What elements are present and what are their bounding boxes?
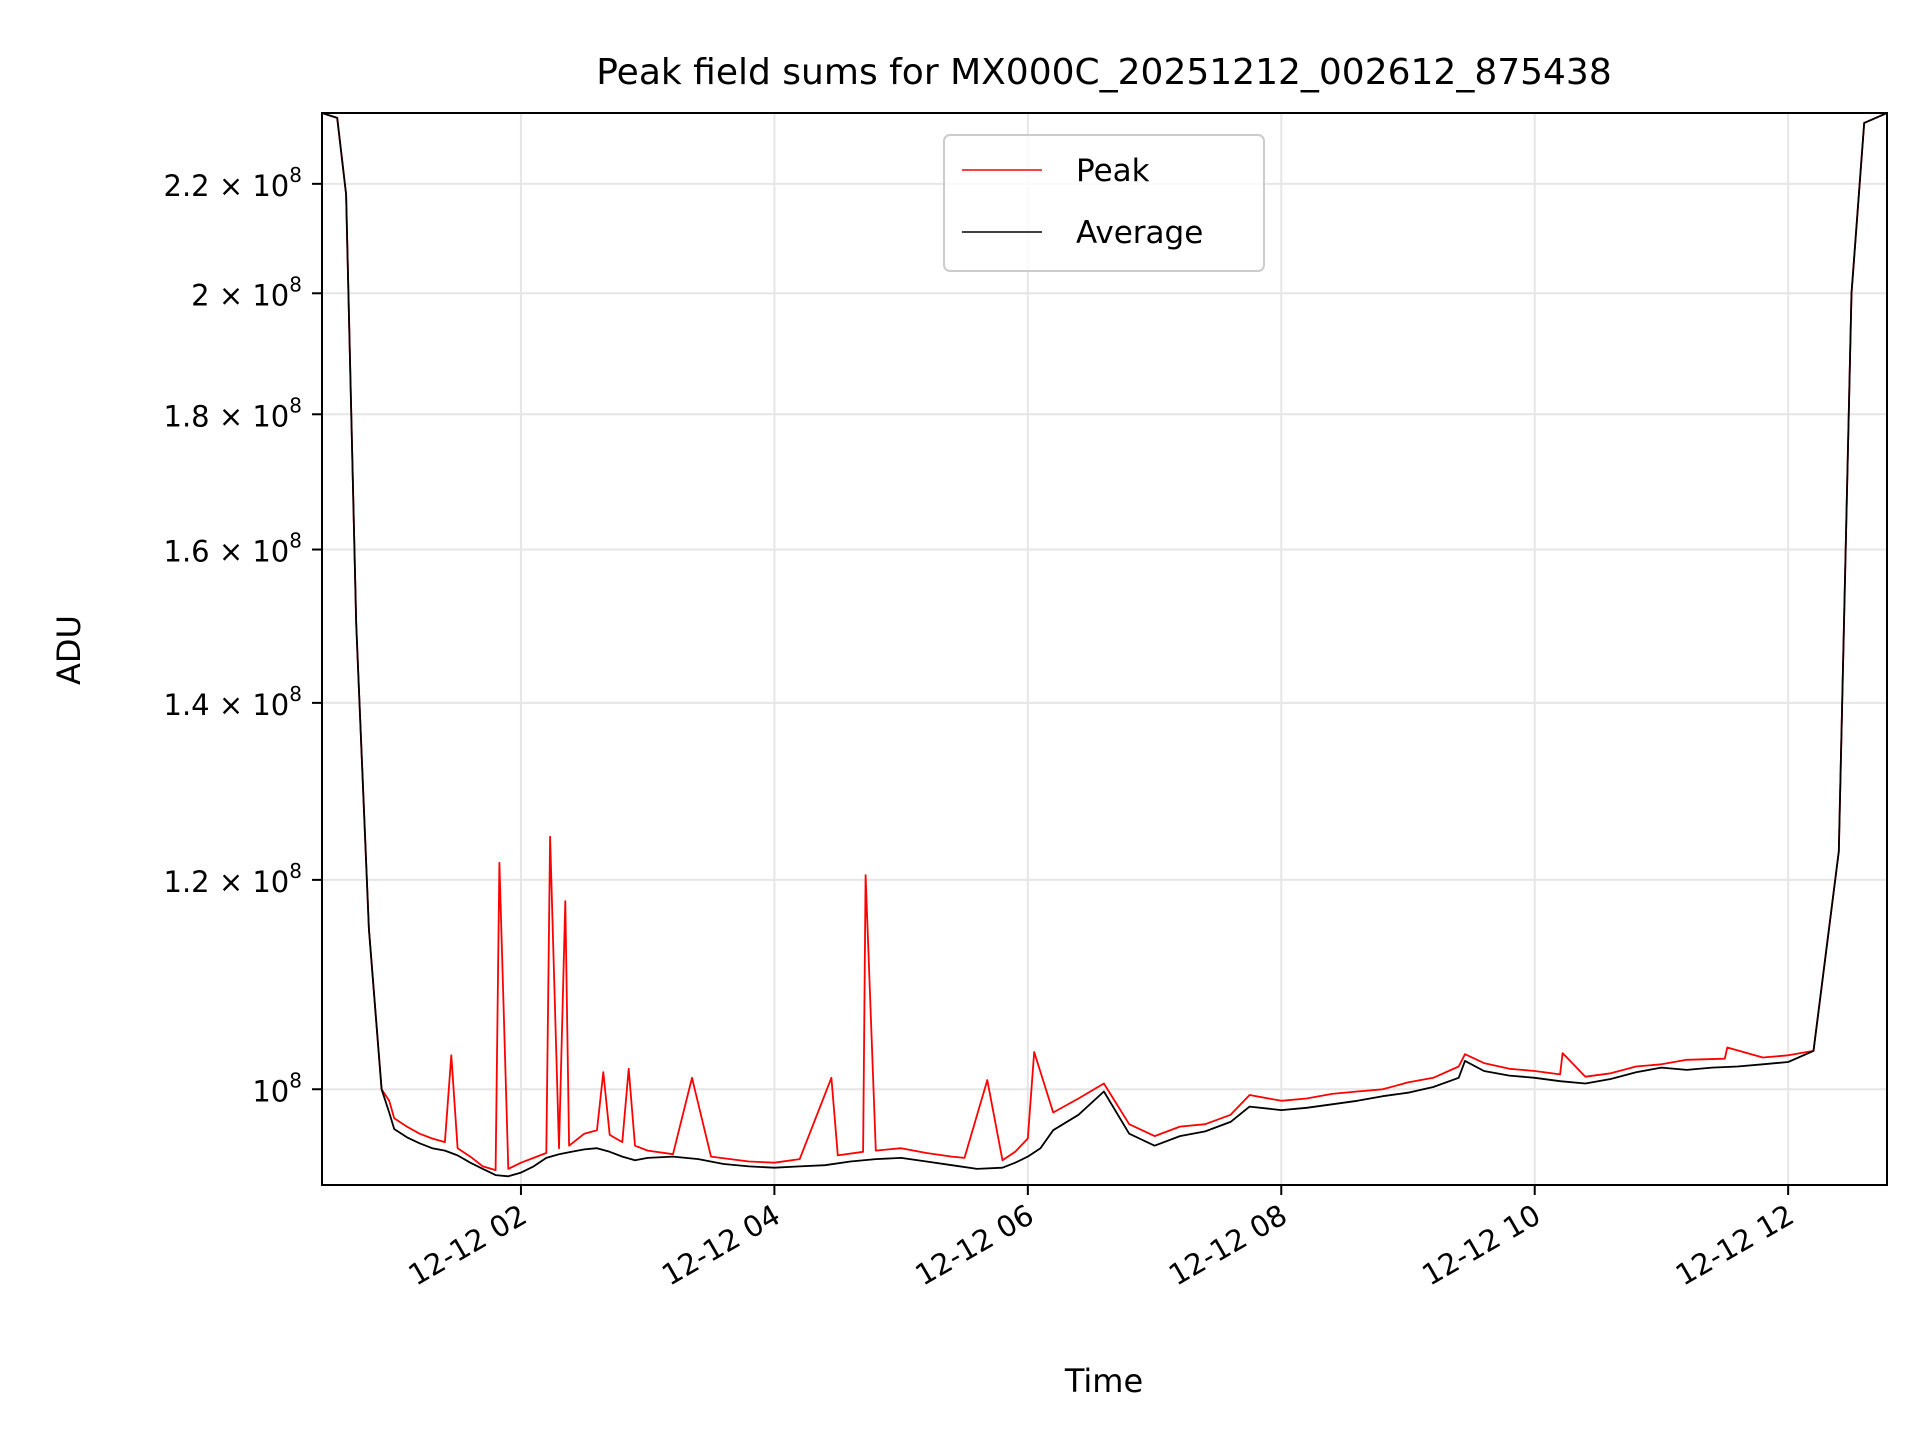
- x-axis-label: Time: [1064, 1362, 1143, 1400]
- y-axis-label: ADU: [50, 615, 88, 685]
- legend-label-average: Average: [1076, 215, 1203, 251]
- y-tick-label: 1.4 × 108: [164, 682, 303, 722]
- y-tick-label: 2 × 108: [191, 272, 302, 312]
- series-line-average: [322, 113, 1887, 1178]
- y-tick-mantissa: 2 × 10: [191, 278, 289, 312]
- y-tick-mantissa: 1.8 × 10: [164, 399, 290, 433]
- y-tick-mantissa: 1.4 × 10: [164, 688, 290, 722]
- y-tick-label: 1.8 × 108: [164, 393, 303, 433]
- y-tick-label: 2.2 × 108: [164, 163, 303, 203]
- y-tick-exponent: 8: [289, 393, 302, 417]
- series-line-peak: [322, 113, 1887, 1171]
- y-tick-label: 108: [252, 1068, 302, 1108]
- y-tick-exponent: 8: [289, 1068, 302, 1092]
- legend-box: [943, 134, 1265, 272]
- y-tick-mantissa: 2.2 × 10: [164, 169, 290, 203]
- gridlines: [322, 113, 1887, 1185]
- y-tick-label: 1.2 × 108: [164, 859, 303, 899]
- y-tick-exponent: 8: [289, 272, 302, 296]
- y-tick-exponent: 8: [289, 859, 302, 883]
- plot-area: [322, 113, 1887, 1178]
- y-tick-exponent: 8: [289, 682, 302, 706]
- legend-label-peak: Peak: [1076, 153, 1150, 189]
- y-tick-mantissa: 1.6 × 10: [164, 535, 290, 569]
- y-tick-exponent: 8: [289, 163, 302, 187]
- legend: Peak Average: [943, 134, 1265, 272]
- y-tick-label: 1.6 × 108: [164, 529, 303, 569]
- series-lines: [322, 113, 1887, 1178]
- chart-title: Peak field sums for MX000C_20251212_0026…: [596, 52, 1612, 93]
- plot-frame: [321, 112, 1888, 1186]
- y-tick-mantissa: 1.2 × 10: [164, 865, 290, 899]
- y-tick-exponent: 8: [289, 529, 302, 553]
- y-tick-mantissa: 10: [252, 1074, 289, 1108]
